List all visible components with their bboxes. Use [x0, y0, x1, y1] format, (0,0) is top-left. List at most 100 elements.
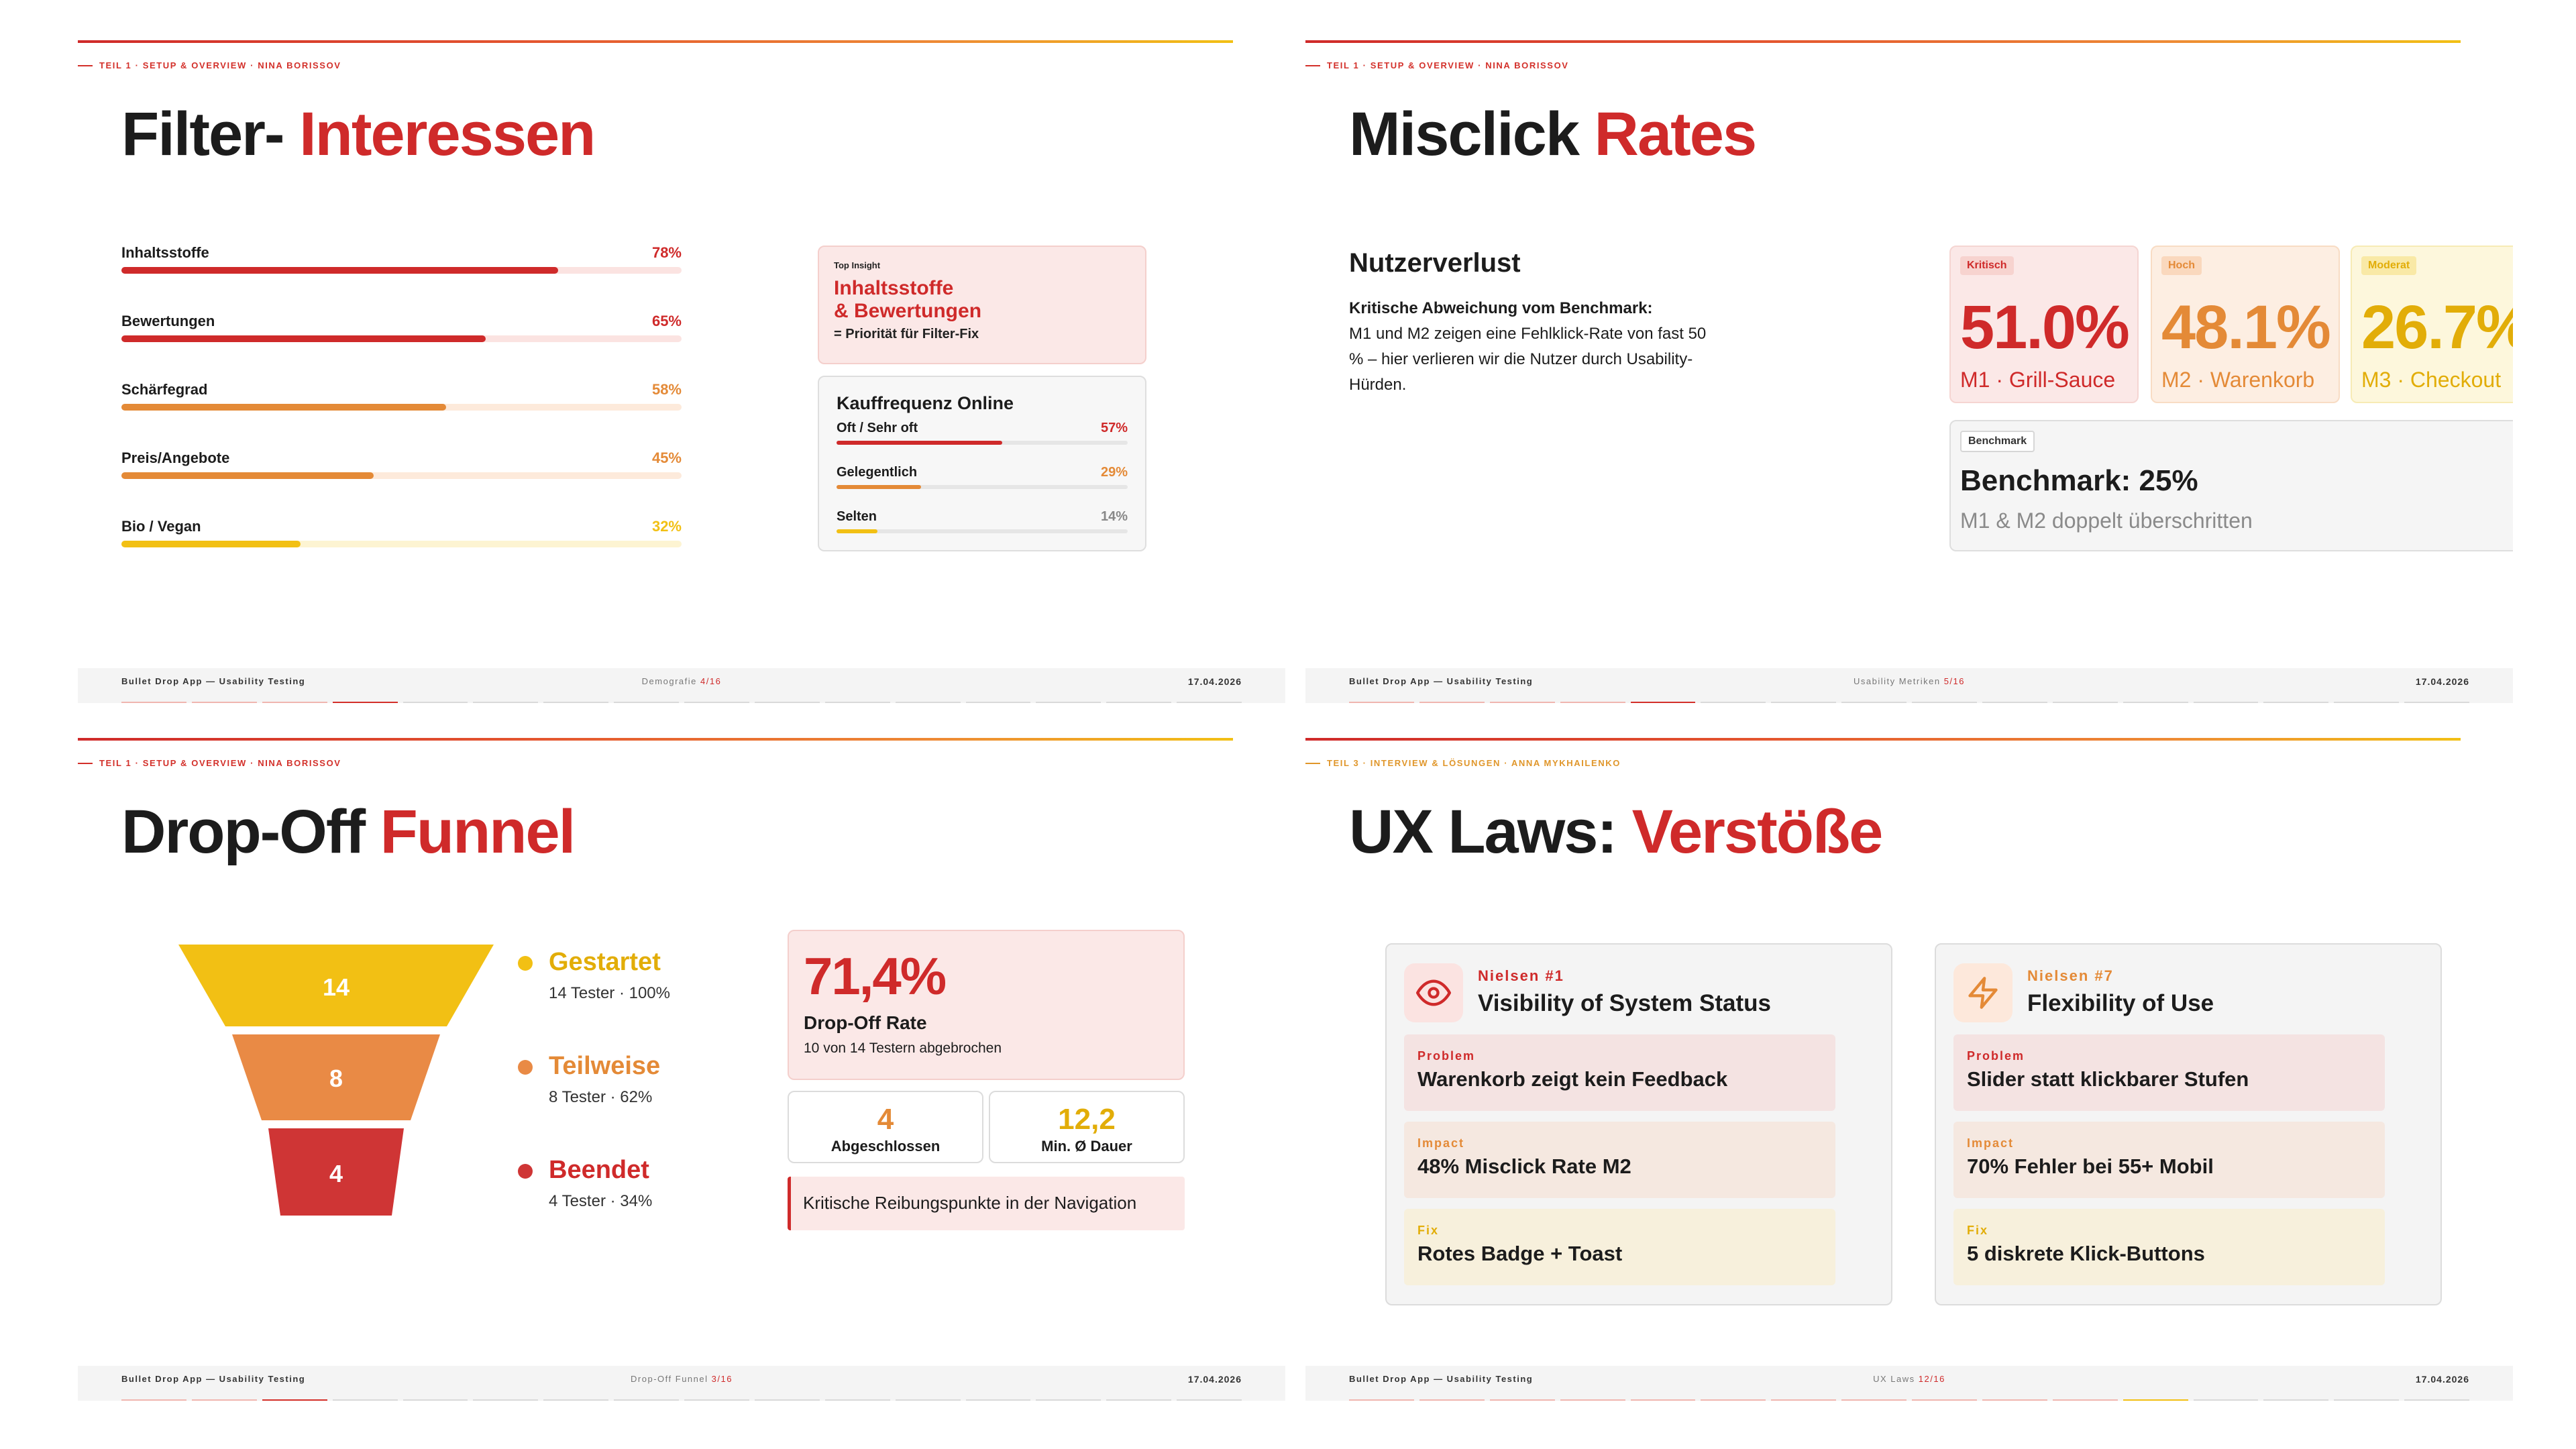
slide-kicker: Teil 1 · Setup & Overview · Nina Borisso…: [78, 758, 341, 768]
law-card-nielsen-7: Nielsen #7 Flexibility of Use Problem Sl…: [1935, 943, 2442, 1305]
drop-off-rate-card: 71,4% Drop-Off Rate 10 von 14 Testern ab…: [788, 930, 1185, 1080]
mini-label: Min. Ø Dauer: [1041, 1138, 1132, 1155]
law-title: Visibility of System Status: [1478, 990, 1771, 1016]
slide-ux-laws: Teil 3 · Interview & Lösungen · Anna Myk…: [1305, 730, 2513, 1401]
legend-dot: [518, 1164, 533, 1179]
progress-segment: [1701, 1399, 1766, 1401]
progress-segment: [121, 702, 186, 703]
progress-segment: [402, 1399, 468, 1401]
footer-date: 17.04.2026: [1187, 676, 1242, 687]
kauf-label: Gelegentlich: [837, 465, 918, 480]
benchmark-title: Benchmark: 25%: [1960, 464, 2198, 497]
progress-segment: [965, 1399, 1031, 1401]
footer-app-name: Bullet Drop App — Usability Testing: [1349, 676, 1534, 686]
block-label: Impact: [1417, 1136, 1465, 1150]
stage-description: 14 Tester · 100%: [549, 984, 670, 1002]
bar-fill: [121, 335, 486, 342]
fix-block: Fix 5 diskrete Klick-Buttons: [1953, 1209, 2385, 1285]
rate-caption: M3 · Checkout: [2361, 368, 2502, 392]
stage-description: 8 Tester · 62%: [549, 1088, 653, 1106]
progress-segment: [332, 702, 398, 703]
rate-card-kritisch: Kritisch 51.0% M1 · Grill-Sauce: [1949, 246, 2139, 403]
slide-progress: [121, 702, 1242, 703]
kauf-percent: 57%: [1100, 421, 1128, 435]
footer-section: Demografie 4/16: [641, 676, 722, 686]
funnel-stage-gestartet: [178, 945, 494, 1026]
kauf-track: [837, 485, 1128, 489]
drop-off-value: 71,4%: [804, 947, 947, 1006]
severity-badge: Kritisch: [1960, 256, 2014, 275]
progress-segment: [543, 702, 609, 703]
lightning-icon: [1953, 963, 2012, 1022]
kauf-label: Selten: [837, 509, 877, 524]
bar-row: Inhaltsstoffe 78%: [121, 244, 682, 313]
top-accent-line: [1305, 738, 2461, 741]
progress-segment: [1489, 702, 1555, 703]
progress-segment: [2404, 702, 2469, 703]
dauer-card: 12,2 Min. Ø Dauer: [989, 1091, 1185, 1163]
kauf-track: [837, 441, 1128, 445]
block-label: Fix: [1967, 1224, 1989, 1237]
benchmark-badge: Benchmark: [1960, 431, 2035, 452]
progress-segment: [262, 702, 327, 703]
progress-segment: [191, 1399, 257, 1401]
progress-segment: [543, 1399, 609, 1401]
law-title: Flexibility of Use: [2027, 990, 2214, 1016]
law-number: Nielsen #1: [1478, 967, 1564, 984]
problem-block: Problem Slider statt klickbarer Stufen: [1953, 1034, 2385, 1111]
bar-label: Preis/Angebote: [121, 449, 230, 466]
impact-block: Impact 48% Misclick Rate M2: [1404, 1122, 1835, 1198]
slide-drop-off-funnel: Teil 1 · Setup & Overview · Nina Borisso…: [78, 730, 1285, 1401]
benchmark-subtext: M1 & M2 doppelt überschritten: [1960, 508, 2253, 533]
progress-segment: [1489, 1399, 1555, 1401]
kauf-fill: [837, 529, 877, 533]
insight-headline: Inhaltsstoffe & Bewertungen: [834, 277, 982, 322]
stage-name: Beendet: [549, 1156, 649, 1184]
top-accent-line: [1305, 40, 2461, 43]
progress-segment: [262, 1399, 327, 1401]
stage-name: Teilweise: [549, 1052, 661, 1080]
rate-value: 48.1%: [2161, 293, 2331, 362]
progress-segment: [684, 1399, 749, 1401]
kauf-track: [837, 529, 1128, 533]
progress-segment: [2123, 1399, 2188, 1401]
progress-segment: [2193, 1399, 2259, 1401]
rate-card-hoch: Hoch 48.1% M2 · Warenkorb: [2151, 246, 2340, 403]
progress-segment: [1982, 1399, 2047, 1401]
progress-segment: [895, 1399, 961, 1401]
block-text: 5 diskrete Klick-Buttons: [1967, 1242, 2205, 1265]
funnel-graphic: 14 8 4: [178, 945, 494, 1216]
footer-section: Drop-Off Funnel 3/16: [631, 1374, 733, 1384]
slide-title: Drop-Off Funnel: [121, 798, 576, 866]
bar-percent: 65%: [651, 313, 682, 329]
progress-segment: [1630, 1399, 1696, 1401]
footer-section: Usability Metriken 5/16: [1853, 676, 1966, 686]
footer-app-name: Bullet Drop App — Usability Testing: [121, 1374, 306, 1384]
top-insight-card: Top Insight Inhaltsstoffe & Bewertungen …: [818, 246, 1146, 364]
progress-segment: [754, 702, 820, 703]
legend-dot: [518, 1060, 533, 1075]
insight-label: Top Insight: [834, 260, 881, 270]
progress-segment: [614, 1399, 679, 1401]
footer-date: 17.04.2026: [2415, 676, 2469, 687]
slide-footer: Bullet Drop App — Usability Testing Usab…: [1305, 668, 2513, 703]
slide-kicker: Teil 3 · Interview & Lösungen · Anna Myk…: [1305, 758, 1621, 768]
footer-page-number: 3/16: [711, 1374, 733, 1384]
severity-badge: Hoch: [2161, 256, 2202, 275]
progress-segment: [684, 702, 749, 703]
abgeschlossen-card: 4 Abgeschlossen: [788, 1091, 983, 1163]
progress-segment: [473, 1399, 539, 1401]
block-label: Impact: [1967, 1136, 2015, 1150]
drop-off-description: 10 von 14 Testern abgebrochen: [804, 1040, 1002, 1056]
problem-block: Problem Warenkorb zeigt kein Feedback: [1404, 1034, 1835, 1111]
bar-percent: 78%: [651, 244, 682, 261]
funnel-value: 8: [329, 1065, 343, 1092]
bar-percent: 58%: [651, 381, 682, 398]
bar-label: Bewertungen: [121, 313, 215, 329]
kauf-fill: [837, 485, 921, 489]
funnel-value: 4: [329, 1160, 343, 1187]
kauffrequenz-card: Kauffrequenz Online Oft / Sehr oft 57% G…: [818, 376, 1146, 551]
progress-segment: [1701, 702, 1766, 703]
drop-off-label: Drop-Off Rate: [804, 1012, 927, 1033]
progress-segment: [2123, 702, 2188, 703]
